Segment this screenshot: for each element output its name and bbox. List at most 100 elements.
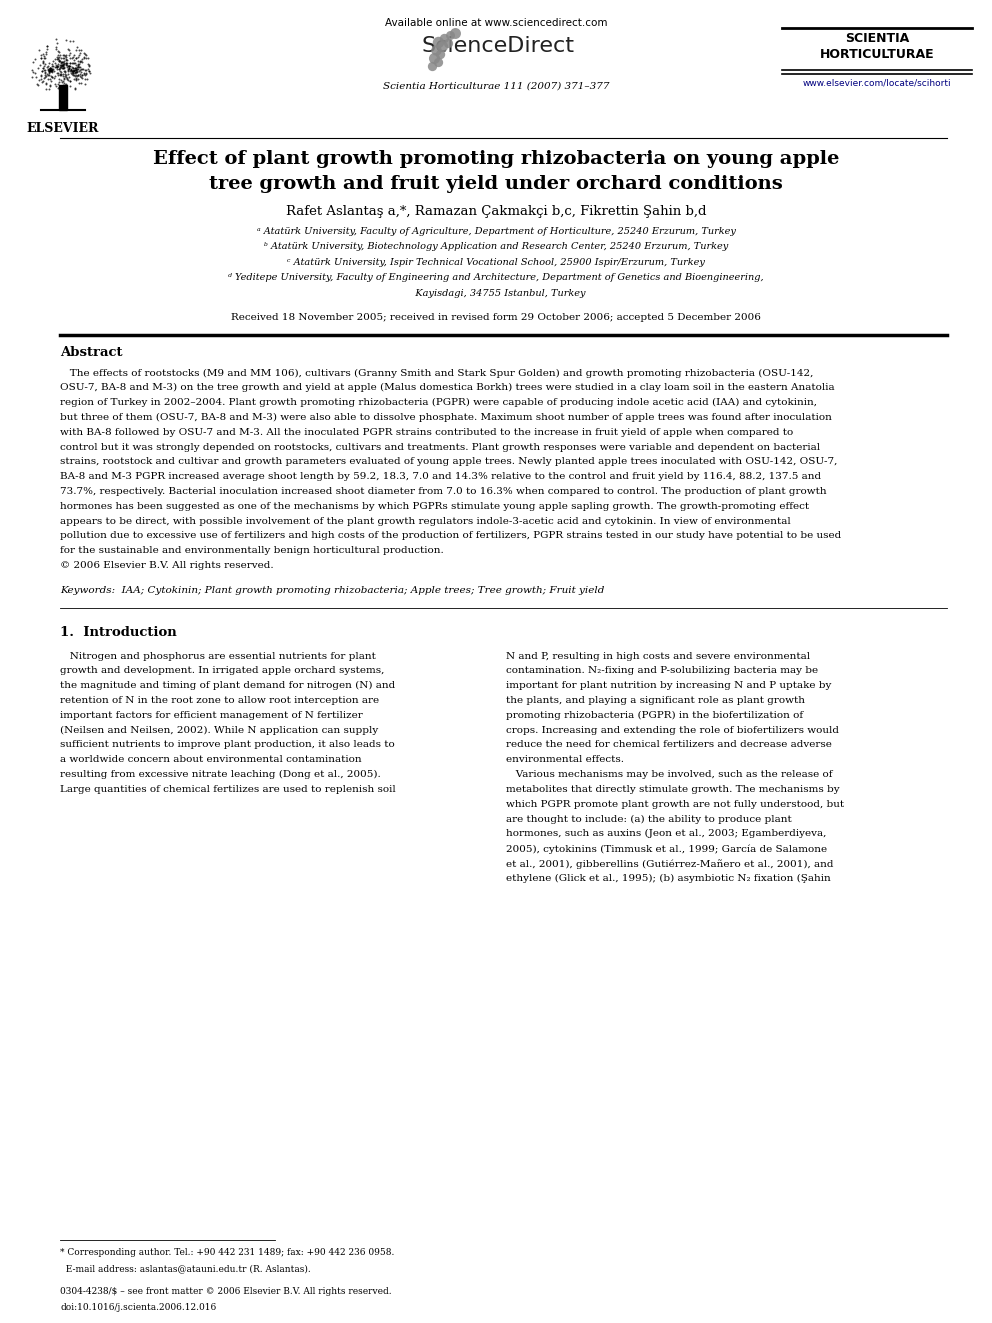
Point — [59, 44, 74, 65]
Point — [434, 36, 450, 57]
Point — [65, 61, 81, 82]
Point — [49, 48, 64, 69]
Point — [65, 57, 81, 78]
Point — [41, 61, 57, 82]
Point — [39, 42, 55, 64]
Point — [65, 65, 81, 86]
Point — [440, 33, 456, 54]
Point — [77, 65, 93, 86]
Point — [61, 66, 76, 87]
Point — [436, 28, 452, 49]
Point — [62, 75, 77, 97]
Point — [71, 53, 87, 74]
Point — [65, 62, 81, 83]
Point — [56, 45, 71, 66]
Point — [35, 70, 51, 91]
Point — [42, 60, 58, 81]
Point — [66, 67, 82, 89]
Point — [51, 77, 66, 98]
Point — [44, 60, 60, 81]
Point — [53, 57, 68, 78]
Point — [34, 65, 50, 86]
Point — [62, 52, 78, 73]
Point — [65, 61, 81, 82]
Point — [62, 40, 77, 61]
Text: for the sustainable and environmentally benign horticultural production.: for the sustainable and environmentally … — [60, 546, 443, 556]
Point — [37, 60, 53, 81]
Point — [40, 36, 56, 57]
Point — [59, 52, 74, 73]
Point — [66, 77, 82, 98]
Text: © 2006 Elsevier B.V. All rights reserved.: © 2006 Elsevier B.V. All rights reserved… — [60, 561, 274, 570]
Point — [55, 54, 70, 75]
Text: a worldwide concern about environmental contamination: a worldwide concern about environmental … — [60, 755, 362, 765]
Point — [34, 61, 50, 82]
Point — [57, 50, 72, 71]
Point — [51, 48, 66, 69]
Point — [28, 66, 44, 87]
Point — [73, 61, 89, 82]
Point — [62, 58, 77, 79]
Point — [63, 53, 79, 74]
Point — [72, 50, 88, 71]
Point — [68, 57, 84, 78]
Point — [43, 70, 59, 91]
Point — [43, 60, 59, 81]
Point — [61, 64, 76, 85]
Text: (Neilsen and Neilsen, 2002). While N application can supply: (Neilsen and Neilsen, 2002). While N app… — [60, 726, 378, 734]
Point — [33, 69, 49, 90]
Point — [51, 48, 66, 69]
Point — [72, 64, 88, 85]
Point — [37, 62, 53, 83]
Point — [33, 48, 49, 69]
Point — [71, 50, 87, 71]
Point — [63, 62, 79, 83]
Point — [55, 48, 70, 69]
Point — [66, 60, 82, 81]
Point — [47, 74, 62, 95]
Point — [73, 67, 89, 89]
Point — [35, 57, 51, 78]
Point — [55, 54, 70, 75]
Point — [433, 44, 448, 65]
Point — [56, 67, 71, 89]
Point — [36, 67, 52, 89]
Point — [72, 57, 88, 78]
Point — [63, 60, 79, 81]
Point — [51, 71, 66, 93]
Point — [68, 61, 84, 82]
Point — [51, 58, 66, 79]
Point — [62, 61, 78, 82]
Point — [70, 53, 86, 74]
Point — [50, 46, 65, 67]
Point — [60, 49, 75, 70]
Point — [52, 46, 67, 67]
Text: important factors for efficient management of N fertilizer: important factors for efficient manageme… — [60, 710, 363, 720]
Point — [42, 58, 58, 79]
Text: The effects of rootstocks (M9 and MM 106), cultivars (Granny Smith and Stark Spu: The effects of rootstocks (M9 and MM 106… — [60, 369, 813, 377]
Point — [44, 65, 60, 86]
Point — [65, 60, 81, 81]
Text: hormones has been suggested as one of the mechanisms by which PGPRs stimulate yo: hormones has been suggested as one of th… — [60, 501, 809, 511]
Point — [68, 66, 84, 87]
Text: Various mechanisms may be involved, such as the release of: Various mechanisms may be involved, such… — [506, 770, 832, 779]
Bar — [59, 85, 66, 110]
Point — [41, 60, 57, 81]
Point — [67, 57, 83, 78]
Point — [82, 62, 98, 83]
Point — [61, 56, 76, 77]
Point — [68, 58, 84, 79]
Point — [69, 61, 85, 82]
Point — [41, 60, 57, 81]
Point — [43, 58, 59, 79]
Text: ScienceDirect: ScienceDirect — [422, 36, 574, 56]
Point — [52, 56, 67, 77]
Point — [55, 54, 70, 75]
Point — [39, 78, 55, 99]
Point — [41, 78, 57, 99]
Point — [68, 69, 84, 90]
Point — [64, 48, 80, 69]
Point — [31, 69, 47, 90]
Point — [37, 54, 53, 75]
Text: 73.7%, respectively. Bacterial inoculation increased shoot diameter from 7.0 to : 73.7%, respectively. Bacterial inoculati… — [60, 487, 826, 496]
